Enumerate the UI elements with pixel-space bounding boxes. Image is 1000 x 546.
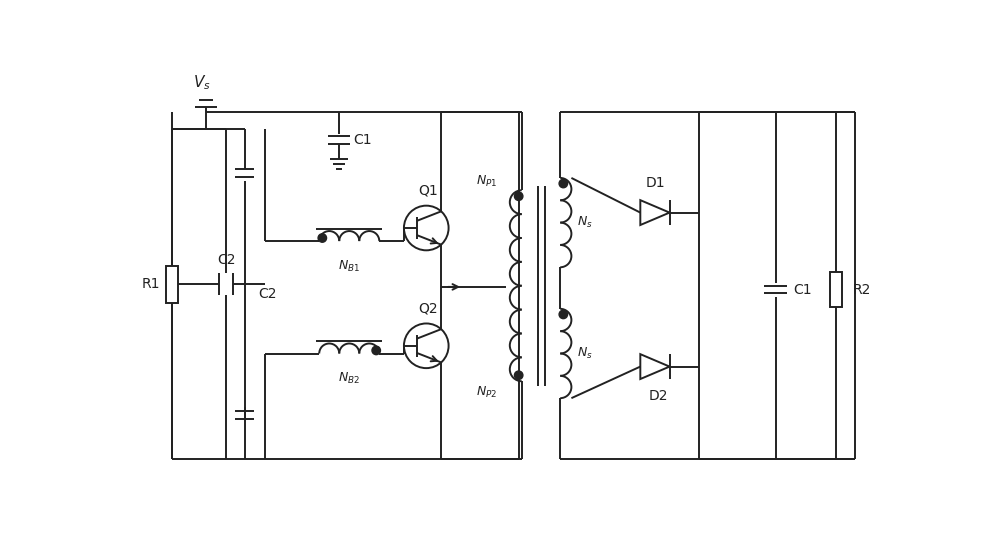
Bar: [166, 266, 178, 302]
Text: C2: C2: [258, 287, 277, 301]
Circle shape: [514, 192, 523, 200]
Text: D2: D2: [649, 389, 669, 403]
Circle shape: [318, 234, 327, 242]
Text: R2: R2: [853, 283, 871, 296]
Text: R1: R1: [141, 277, 160, 291]
Circle shape: [372, 346, 380, 355]
Bar: [830, 272, 842, 307]
Text: $N_s$: $N_s$: [577, 215, 593, 230]
Text: D1: D1: [645, 176, 665, 190]
Text: C1: C1: [353, 133, 372, 147]
Circle shape: [514, 371, 523, 379]
Text: Q1: Q1: [418, 184, 438, 198]
Text: C1: C1: [793, 283, 811, 296]
Text: Q2: Q2: [418, 302, 438, 316]
Text: $N_{P1}$: $N_{P1}$: [476, 174, 497, 189]
Circle shape: [559, 179, 568, 188]
Text: $N_{B2}$: $N_{B2}$: [338, 371, 360, 387]
Text: $N_s$: $N_s$: [577, 346, 593, 361]
Text: C2: C2: [217, 253, 235, 267]
Text: $N_{P2}$: $N_{P2}$: [476, 385, 497, 400]
Circle shape: [559, 310, 568, 319]
Text: $V_s$: $V_s$: [193, 74, 211, 92]
Text: $N_{B1}$: $N_{B1}$: [338, 259, 360, 274]
